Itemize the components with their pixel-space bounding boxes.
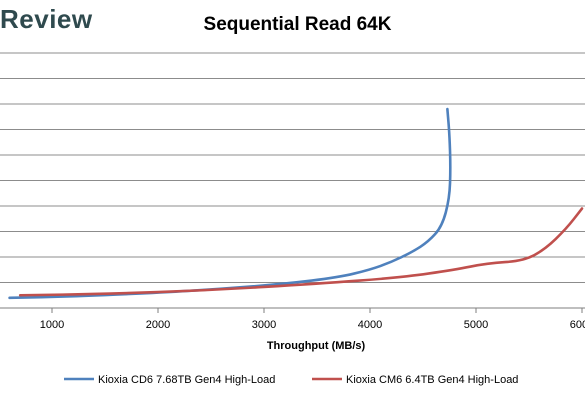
x-tick-label: 6000: [570, 319, 585, 331]
x-axis-label: Throughput (MB/s): [267, 340, 366, 352]
legend: Kioxia CD6 7.68TB Gen4 High-Load Kioxia C…: [64, 374, 518, 386]
legend-label-2: Kioxia CM6 6.4TB Gen4 High-Load: [346, 374, 518, 386]
x-tick-label: 5000: [464, 319, 488, 331]
x-tick-label: 2000: [146, 319, 170, 331]
legend-label-1: Kioxia CD6 7.68TB Gen4 High-Load: [98, 374, 275, 386]
series-line-2: [18, 207, 584, 297]
series-line-1: [8, 107, 452, 300]
chart-title: Sequential Read 64K: [203, 14, 392, 35]
grid-lines: [0, 52, 585, 309]
x-tick-label: 4000: [358, 319, 382, 331]
x-tick-label: 1000: [40, 319, 64, 331]
x-tick-label: 3000: [252, 319, 276, 331]
x-axis-ticks: 1000 2000 3000 4000 5000 6000: [40, 308, 585, 331]
series-lines: [8, 107, 584, 300]
brand-logo-text: Review: [0, 4, 93, 34]
